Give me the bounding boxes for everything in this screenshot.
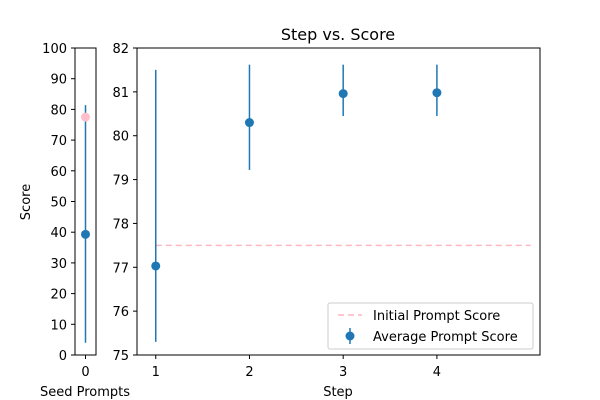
seed-marks [81, 105, 90, 343]
step-y-tick-label: 75 [112, 349, 129, 364]
seed-y-tick-label: 90 [50, 73, 67, 88]
step-y-tick-label: 79 [112, 174, 129, 189]
legend-box [327, 302, 534, 350]
legend-initial-label: Initial Prompt Score [373, 309, 500, 324]
seed-y-tick-label: 50 [50, 196, 67, 211]
y-axis-label: Score [19, 184, 34, 220]
step-y-tick-label: 80 [112, 130, 129, 145]
seed-point [81, 112, 90, 122]
seed-y-tick-label: 20 [50, 288, 67, 303]
step-y-ticks: 75 76 77 78 79 80 81 82 [112, 42, 137, 364]
step-panel: Step vs. Score 75 76 77 78 79 80 81 82 1 2 3 4 Ste… [112, 25, 541, 400]
seed-y-tick-label: 40 [50, 226, 67, 241]
seed-prompts-panel: 0 10 20 30 40 50 60 70 80 90 100 0 Seed Prompts Sc… [19, 42, 130, 400]
seed-y-tick-label: 80 [50, 103, 67, 118]
step-x-tick-label: 2 [245, 365, 253, 380]
seed-y-tick-label: 60 [50, 165, 67, 180]
step-panel-frame [136, 47, 541, 356]
seed-x-ticks: 0 [81, 355, 90, 380]
step-x-tick-label: 4 [433, 365, 441, 380]
seed-y-tick-label: 100 [42, 42, 67, 57]
legend-average-label: Average Prompt Score [373, 330, 518, 345]
average-point [432, 88, 442, 98]
chart-title: Step vs. Score [281, 25, 395, 44]
step-y-tick-label: 76 [112, 305, 129, 320]
seed-point [81, 229, 90, 239]
legend: Initial Prompt Score Average Prompt Scor… [327, 302, 534, 350]
seed-x-tick-label: 0 [81, 365, 89, 380]
seed-y-tick-label: 0 [59, 349, 67, 364]
step-y-tick-label: 77 [112, 261, 129, 276]
average-point [151, 261, 161, 271]
step-y-tick-label: 78 [112, 217, 129, 232]
step-marks [151, 64, 531, 342]
step-x-tick-label: 3 [339, 365, 347, 380]
seed-x-axis-label: Seed Prompts [40, 385, 130, 400]
average-point [244, 118, 254, 128]
step-x-ticks: 1 2 3 4 [152, 355, 441, 380]
step-x-axis-label: Step [323, 385, 353, 400]
seed-y-tick-label: 10 [50, 318, 67, 333]
seed-y-ticks: 0 10 20 30 40 50 60 70 80 90 100 [42, 42, 75, 364]
average-point [338, 89, 348, 99]
seed-y-tick-label: 30 [50, 257, 67, 272]
step-x-tick-label: 1 [152, 365, 160, 380]
seed-y-tick-label: 70 [50, 134, 67, 149]
step-y-tick-label: 82 [112, 42, 129, 57]
step-y-tick-label: 81 [112, 86, 129, 101]
legend-average-marker [345, 331, 355, 341]
